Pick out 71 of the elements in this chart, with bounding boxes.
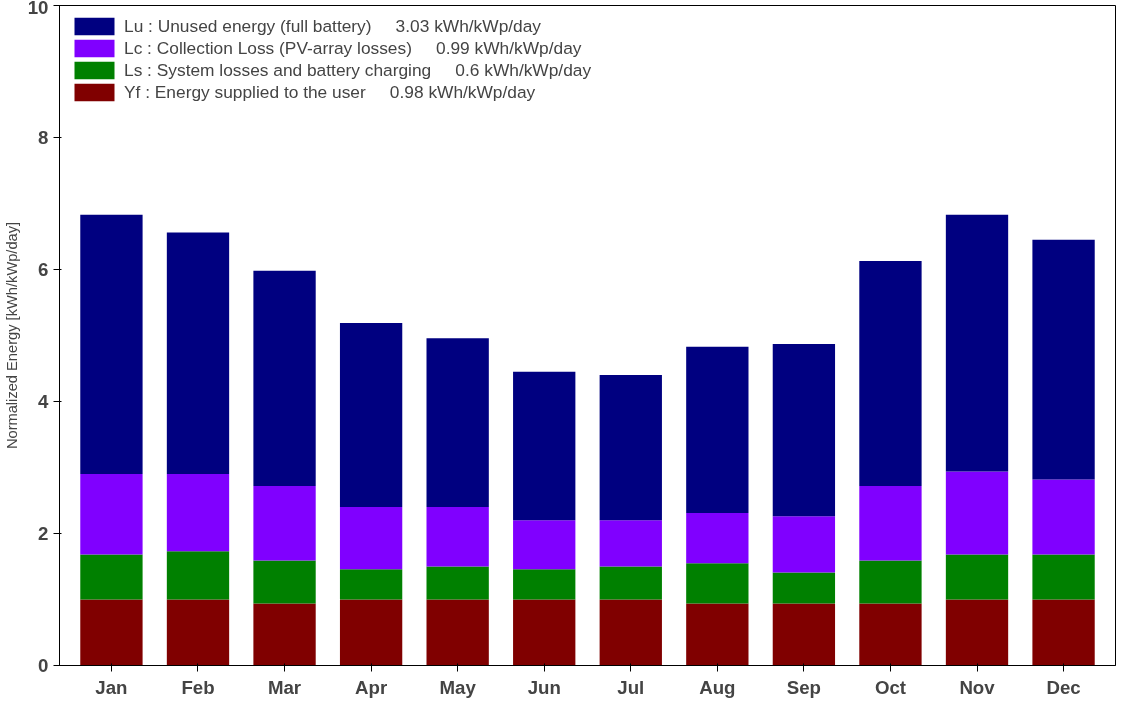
y-tick-label: 4 bbox=[38, 391, 50, 412]
x-tick-label: Mar bbox=[267, 676, 302, 698]
bar bbox=[859, 260, 922, 486]
bar bbox=[686, 346, 749, 514]
bar bbox=[80, 214, 143, 475]
legend-label: Yf : Energy supplied to the user 0.98 kWh/kWp/day bbox=[124, 81, 536, 103]
y-tick-label: 6 bbox=[38, 259, 49, 280]
bar bbox=[1032, 599, 1095, 666]
legend-label: Lc : Collection Loss (PV-array losses) 0.99 kWh/kWp/day bbox=[124, 37, 582, 59]
y-tick-label: 0 bbox=[38, 655, 49, 676]
bar bbox=[859, 560, 922, 604]
bar bbox=[772, 516, 836, 573]
y-tick-label: 8 bbox=[38, 127, 49, 148]
x-tick-label: Aug bbox=[699, 676, 736, 698]
bar bbox=[945, 554, 1009, 600]
bar bbox=[513, 599, 576, 666]
bar bbox=[772, 572, 836, 604]
x-tick-label: Jun bbox=[527, 676, 561, 698]
bar bbox=[599, 375, 662, 521]
x-tick-label: Jan bbox=[95, 676, 128, 698]
bar bbox=[253, 270, 316, 486]
bar bbox=[859, 485, 922, 561]
bar bbox=[166, 551, 230, 600]
x-tick-label: Feb bbox=[181, 676, 215, 698]
bar bbox=[253, 603, 316, 666]
bar bbox=[686, 513, 749, 564]
bar bbox=[426, 507, 489, 567]
x-tick-label: Jul bbox=[617, 676, 645, 698]
bar bbox=[253, 485, 316, 561]
bar bbox=[772, 603, 836, 666]
x-tick-label: Dec bbox=[1046, 676, 1081, 698]
y-tick-label: 2 bbox=[38, 523, 49, 544]
bar bbox=[426, 338, 489, 508]
bar bbox=[686, 563, 749, 604]
bar bbox=[80, 474, 143, 555]
bar bbox=[80, 599, 143, 666]
bar bbox=[253, 560, 316, 604]
bar bbox=[166, 599, 230, 666]
bar bbox=[339, 569, 403, 600]
x-tick-label: Sep bbox=[786, 676, 821, 698]
bar bbox=[339, 507, 403, 570]
bar bbox=[166, 232, 230, 475]
bar bbox=[426, 599, 489, 666]
x-tick-label: May bbox=[439, 676, 477, 698]
legend-label: Ls : System losses and battery charging 0.6 kWh/kWp/day bbox=[124, 59, 592, 81]
bar bbox=[513, 371, 576, 521]
bar bbox=[339, 322, 403, 508]
bar bbox=[339, 599, 403, 666]
bar bbox=[599, 566, 662, 600]
bar bbox=[1032, 479, 1095, 555]
x-tick-label: Apr bbox=[355, 676, 388, 698]
bar bbox=[686, 603, 749, 666]
y-axis-title: Normalized Energy [kWh/kWp/day] bbox=[3, 221, 20, 450]
bar bbox=[513, 520, 576, 570]
bar bbox=[945, 471, 1009, 555]
x-tick-label: Nov bbox=[959, 676, 996, 698]
bar bbox=[945, 599, 1009, 666]
bar bbox=[599, 520, 662, 567]
bar bbox=[1032, 554, 1095, 600]
legend-label: Lu : Unused energy (full battery) 3.03 kWh/kWp/day bbox=[124, 15, 542, 37]
y-tick-label: 10 bbox=[27, 0, 49, 18]
bar bbox=[426, 566, 489, 600]
bar bbox=[80, 554, 143, 600]
bar bbox=[859, 603, 922, 666]
bar bbox=[166, 474, 230, 552]
bar bbox=[945, 214, 1009, 472]
bar bbox=[599, 599, 662, 666]
x-tick-label: Oct bbox=[874, 676, 907, 698]
bar bbox=[772, 344, 836, 517]
bar bbox=[513, 569, 576, 600]
bar bbox=[1032, 239, 1095, 480]
